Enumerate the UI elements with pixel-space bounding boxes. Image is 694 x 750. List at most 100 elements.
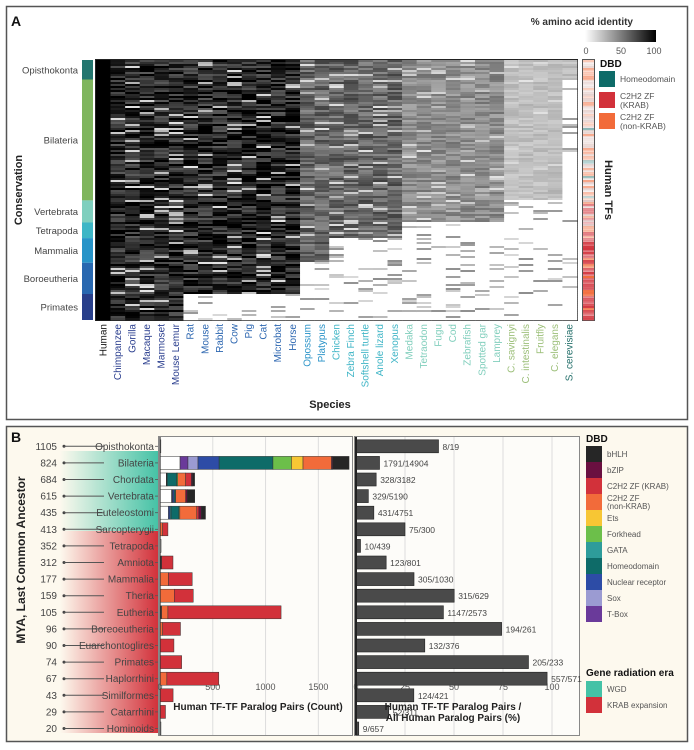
heatmap-cell: [460, 196, 476, 199]
heatmap-cell: [329, 200, 345, 203]
heatmap-cell: [168, 318, 184, 321]
heatmap-cell: [402, 222, 417, 225]
heatmap-cell: [300, 102, 315, 105]
heatmap-cell: [241, 262, 257, 265]
heatmap-cell: [198, 296, 213, 299]
heatmap-cell: [227, 302, 243, 305]
heatmap-cell: [504, 152, 519, 155]
heatmap-cell: [300, 232, 315, 235]
heatmap-cell: [547, 188, 563, 191]
heatmap-cell: [329, 160, 345, 163]
heatmap-cell: [474, 214, 490, 217]
heatmap-cell: [358, 210, 374, 213]
heatmap-cell: [547, 74, 563, 77]
heatmap-cell: [533, 200, 549, 203]
heatmap-cell: [212, 300, 228, 303]
heatmap-cell: [227, 188, 243, 191]
heatmap-cell: [562, 190, 578, 193]
heatmap-cell: [372, 224, 388, 227]
heatmap-cell: [416, 254, 432, 257]
heatmap-cell: [387, 260, 403, 263]
heatmap-cell: [300, 158, 315, 161]
pct-bar-label: 124/421: [418, 691, 449, 701]
heatmap-cell: [562, 228, 578, 231]
heatmap-cell: [445, 158, 461, 161]
heatmap-cell: [139, 198, 155, 201]
heatmap-cell: [198, 252, 213, 255]
heatmap-cell: [198, 74, 213, 77]
heatmap-cell: [372, 60, 388, 63]
heatmap-cell: [329, 280, 345, 283]
heatmap-cell: [489, 308, 505, 311]
count-bar-segment: [218, 456, 274, 470]
heatmap-cell: [154, 246, 170, 249]
tf-strip-cell: [583, 192, 594, 195]
dbd-legend-title-a: DBD: [600, 59, 622, 70]
heatmap-cell: [125, 130, 141, 133]
heatmap-cell: [372, 282, 388, 285]
heatmap-cell: [358, 144, 374, 147]
heatmap-cell: [300, 286, 315, 289]
count-bar-segment: [291, 456, 304, 470]
heatmap-cell: [227, 108, 243, 111]
heatmap-cell: [445, 144, 461, 147]
heatmap-cell: [329, 304, 345, 307]
heatmap-cell: [154, 150, 170, 153]
count-plot: 050010001500: [157, 437, 350, 736]
heatmap-cell: [431, 188, 447, 191]
heatmap-cell: [285, 150, 301, 153]
heatmap-cell: [416, 278, 432, 281]
heatmap-cell: [110, 232, 126, 235]
heatmap-cell: [212, 110, 228, 113]
heatmap-cell: [183, 132, 199, 135]
heatmap-cell: [489, 256, 505, 259]
heatmap-cell: [154, 102, 170, 105]
heatmap-cell: [256, 288, 272, 291]
heatmap-cell: [198, 186, 213, 189]
heatmap-cell: [212, 318, 228, 321]
heatmap-cell: [562, 62, 578, 65]
heatmap-cell: [387, 138, 403, 141]
heatmap-cell: [402, 144, 417, 147]
heatmap-cell: [110, 200, 126, 203]
heatmap-cell: [168, 244, 184, 247]
heatmap-cell: [416, 122, 432, 125]
heatmap-cell: [518, 300, 534, 303]
heatmap-cell: [533, 92, 549, 95]
heatmap-cell: [168, 128, 184, 131]
heatmap-cell: [445, 164, 461, 167]
heatmap-cell: [329, 318, 345, 321]
heatmap-cell: [270, 154, 286, 157]
heatmap-cell: [518, 150, 534, 153]
heatmap-cell: [504, 162, 519, 165]
heatmap-cell: [358, 138, 374, 141]
heatmap-cell: [474, 70, 490, 73]
pct-bar: [355, 638, 426, 653]
pct-plot: 02550751008/191791/14904328/3182329/5190…: [353, 437, 582, 736]
heatmap-cell: [212, 122, 228, 125]
heatmap-cell: [285, 166, 301, 169]
heatmap-cell: [489, 202, 505, 205]
heatmap-cell: [183, 102, 199, 105]
heatmap-cell: [431, 254, 447, 257]
heatmap-cell: [125, 200, 141, 203]
heatmap-cell: [329, 188, 345, 191]
heatmap-cell: [489, 182, 505, 185]
heatmap-cell: [227, 182, 243, 185]
heatmap-cell: [372, 162, 388, 165]
heatmap-cell: [241, 82, 257, 85]
heatmap-cell: [445, 114, 461, 117]
heatmap-cell: [489, 70, 505, 73]
heatmap-cell: [110, 70, 126, 73]
tf-strip-cell: [583, 280, 594, 283]
heatmap-cell: [358, 166, 374, 169]
heatmap-cell: [139, 266, 155, 269]
heatmap-cell: [504, 294, 519, 297]
conservation-label: Primates: [41, 303, 79, 314]
heatmap-cell: [518, 104, 534, 107]
heatmap-cell: [387, 98, 403, 101]
heatmap-cell: [329, 274, 345, 277]
heatmap-cell: [270, 104, 286, 107]
heatmap-cell: [270, 292, 286, 295]
